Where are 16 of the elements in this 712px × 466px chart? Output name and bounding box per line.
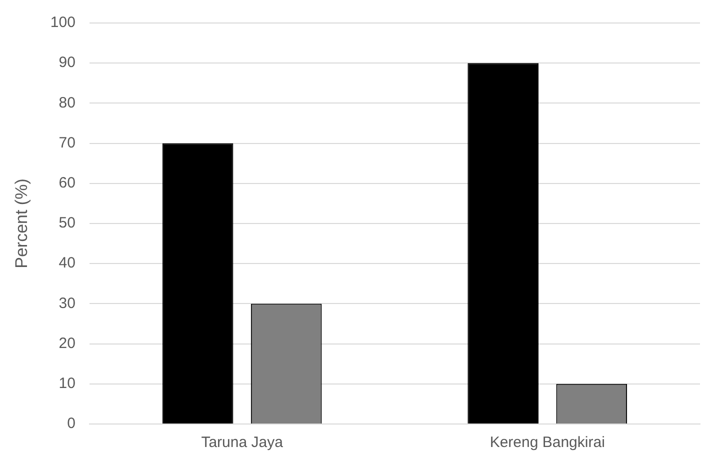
y-tick-label: 90 [58,54,76,72]
bar [468,63,539,424]
x-tick-label: Kereng Bangkirai [490,434,605,452]
y-tick-label: 20 [58,334,76,352]
bar [162,143,234,424]
y-tick-label: 70 [58,134,76,152]
y-tick-label: 50 [58,214,76,232]
y-tick-label: 10 [58,375,76,392]
y-axis-title: Percent (%) [12,178,31,268]
x-tick-label: Taruna Jaya [201,434,284,452]
y-tick-label: 0 [67,415,76,432]
y-tick-label: 100 [50,14,76,32]
y-tick-label: 30 [58,294,76,312]
y-tick-label: 60 [58,174,76,192]
y-tick-label: 80 [58,94,76,112]
y-tick-label: 40 [58,254,76,272]
